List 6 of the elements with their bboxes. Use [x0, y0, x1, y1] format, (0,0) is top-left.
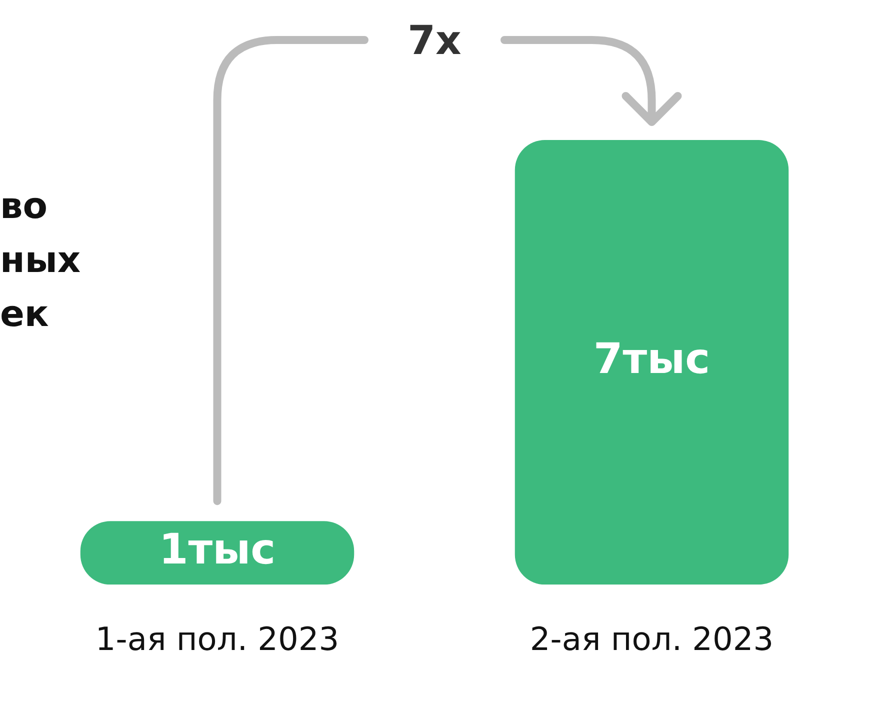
- text: 7x: [408, 18, 462, 64]
- x-tick-label: 1-ая пол. 2023: [95, 620, 340, 658]
- data-label: 7тыс: [594, 334, 710, 384]
- x-tick-label: 2-ая пол. 2023: [530, 620, 774, 658]
- data-label: 1тыс: [159, 524, 276, 574]
- text: во ных ек: [0, 185, 81, 337]
